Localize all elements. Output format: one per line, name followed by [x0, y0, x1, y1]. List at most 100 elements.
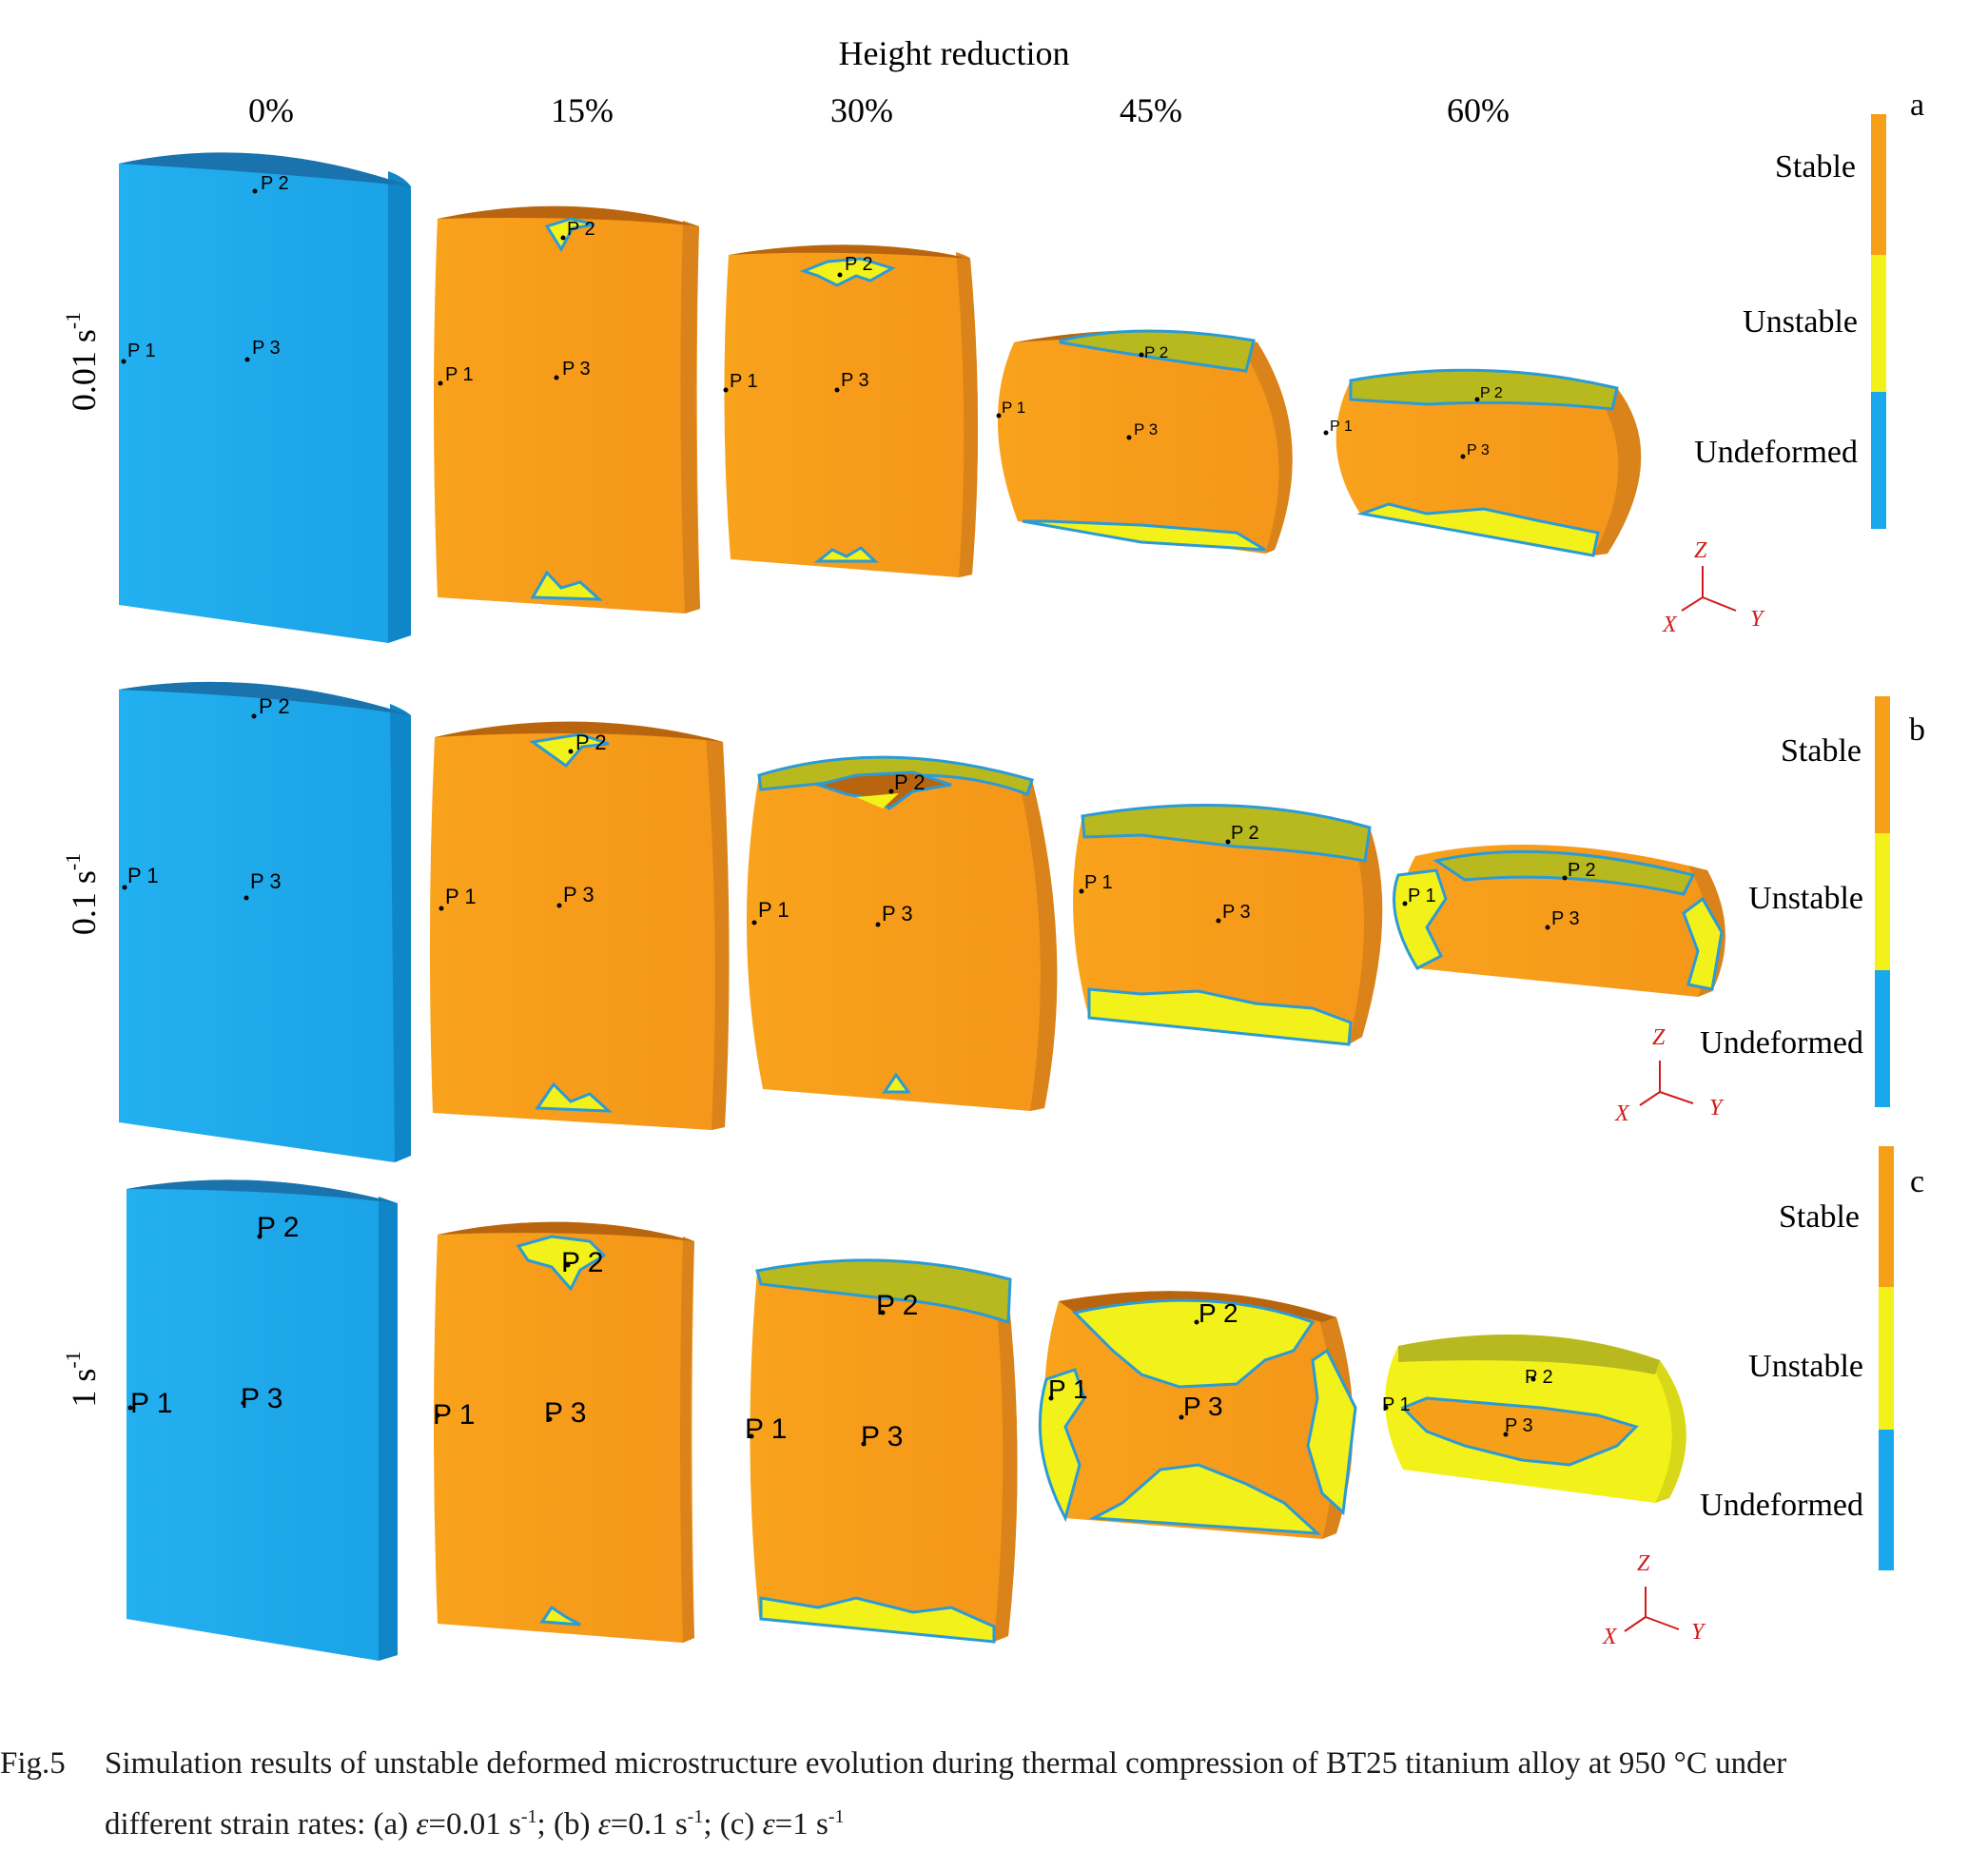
- point-label-p2: P 2: [575, 731, 607, 754]
- point-label-p3: P 3: [1134, 420, 1158, 438]
- point-label-p1: P 1: [1002, 399, 1025, 417]
- specimen-row-a: P 2 P 1 P 3 P 2 P 1 P 3: [119, 152, 1642, 643]
- legend-undeformed-label: Undeformed: [1694, 435, 1858, 470]
- point-label-p1: P 1: [1084, 872, 1113, 893]
- specimen-b-15: P 2 P 1 P 3: [429, 721, 730, 1130]
- legend-stable-label: Stable: [1781, 733, 1861, 769]
- point-label-p2: P 2: [1199, 1298, 1238, 1328]
- point-label-p3: P 3: [861, 1421, 904, 1452]
- legend-unstable-label: Unstable: [1748, 1349, 1863, 1384]
- axis-label-z: Z: [1652, 1025, 1666, 1050]
- axis-triad-c: [1624, 1587, 1680, 1632]
- axis-label-z: Z: [1637, 1551, 1650, 1576]
- axis-label-x: X: [1614, 1101, 1630, 1126]
- specimen-b-30: P 2 P 1 P 3: [746, 755, 1058, 1111]
- axis-label-x: X: [1662, 613, 1678, 637]
- svg-text:1 s-1: 1 s-1: [61, 1351, 103, 1407]
- caption-line-1: Fig.5 Simulation results of unstable defo…: [0, 1737, 1988, 1790]
- point-label-p1: P 1: [130, 1388, 173, 1419]
- point-label-p1: P 1: [1048, 1374, 1088, 1404]
- point-label-p2: P 2: [894, 770, 926, 794]
- specimen-b-45: P 2 P 1 P 3: [1073, 804, 1383, 1046]
- point-label-p1: P 1: [127, 341, 156, 361]
- legend-undeformed-label: Undeformed: [1700, 1025, 1863, 1061]
- column-label-0: 0%: [248, 91, 294, 129]
- svg-text:0.01 s-1: 0.01 s-1: [61, 312, 103, 411]
- legend-unstable-label: Unstable: [1743, 304, 1858, 340]
- column-label-30: 30%: [830, 91, 893, 129]
- point-label-p1: P 1: [1408, 886, 1436, 906]
- point-label-p1: P 1: [445, 364, 474, 385]
- legend-b: Stable Unstable Undeformed b: [1700, 696, 1925, 1107]
- point-label-p3: P 3: [562, 359, 591, 380]
- specimen-row-b: P 2 P 1 P 3 P 2 P 1 P 3 P: [119, 681, 1725, 1162]
- column-label-15: 15%: [551, 91, 614, 129]
- point-label-p3: P 3: [1183, 1392, 1223, 1421]
- row-label-a: 0.01 s-1: [61, 312, 103, 411]
- caption-line-2: different strain rates: (a) ε=0.01 s-1; …: [105, 1806, 845, 1841]
- point-label-p2: P 2: [1568, 860, 1596, 881]
- axis-label-y: Y: [1750, 607, 1765, 632]
- specimen-row-c: P 2 P 1 P 3 P 2 P 1 P 3 P 2: [127, 1179, 1686, 1661]
- point-label-p3: P 3: [563, 883, 594, 906]
- point-label-p3: P 3: [1551, 908, 1580, 929]
- panel-label-c: c: [1910, 1164, 1924, 1199]
- point-label-p1: P 1: [445, 885, 477, 908]
- point-label-p3: P 3: [544, 1397, 587, 1429]
- specimen-c-30: P 2 P 1 P 3: [745, 1258, 1018, 1644]
- axis-label-y: Y: [1691, 1620, 1706, 1645]
- legend-undeformed-label: Undeformed: [1700, 1488, 1863, 1523]
- point-label-p2: P 2: [257, 1212, 300, 1243]
- specimen-a-0: P 2 P 1 P 3: [119, 152, 411, 643]
- specimen-c-0: P 2 P 1 P 3: [127, 1179, 398, 1661]
- legend-c: Stable Unstable Undeformed c: [1700, 1146, 1924, 1570]
- point-label-p3: P 3: [252, 338, 281, 359]
- specimen-c-60: P 2 P 1 P 3: [1382, 1335, 1686, 1503]
- row-label-b: 0.1 s-1: [61, 853, 103, 935]
- legend-a: Stable Unstable Undeformed a: [1694, 88, 1924, 529]
- point-label-p3: P 3: [1222, 902, 1251, 923]
- point-label-p3: P 3: [241, 1383, 283, 1414]
- column-label-45: 45%: [1120, 91, 1182, 129]
- header-title: Height reduction: [839, 34, 1070, 72]
- point-label-p2: P 2: [1480, 385, 1503, 401]
- point-label-p2: P 2: [561, 1247, 604, 1278]
- axis-triad-a: [1681, 566, 1737, 612]
- point-label-p3: P 3: [1505, 1415, 1533, 1436]
- specimen-c-45: P 2 P 1 P 3: [1038, 1291, 1357, 1539]
- point-label-p3: P 3: [841, 370, 869, 391]
- specimen-c-15: P 2 P 1 P 3: [433, 1221, 694, 1643]
- specimen-b-60: P 2 P 1 P 3: [1393, 845, 1725, 997]
- point-label-p1: P 1: [730, 371, 758, 392]
- point-label-p1: P 1: [745, 1413, 788, 1445]
- legend-unstable-label: Unstable: [1748, 881, 1863, 916]
- point-label-p2: P 2: [845, 254, 873, 275]
- specimen-a-15: P 2 P 1 P 3: [434, 205, 700, 614]
- point-label-p1: P 1: [127, 864, 159, 887]
- point-label-p1: P 1: [433, 1399, 476, 1431]
- point-label-p1: P 1: [758, 898, 789, 922]
- point-label-p2: P 2: [567, 219, 595, 240]
- specimen-a-45: P 2 P 1 P 3: [996, 329, 1293, 554]
- figure-caption: Fig.5 Simulation results of unstable defo…: [0, 1737, 1988, 1851]
- axis-triad-b: [1639, 1061, 1694, 1106]
- caption-label: Fig.5: [0, 1746, 66, 1781]
- column-label-60: 60%: [1447, 91, 1510, 129]
- point-label-p3: P 3: [250, 869, 282, 893]
- point-label-p2: P 2: [876, 1290, 919, 1321]
- svg-text:0.1 s-1: 0.1 s-1: [61, 853, 103, 935]
- specimen-a-30: P 2 P 1 P 3: [723, 244, 979, 577]
- legend-stable-label: Stable: [1775, 149, 1856, 185]
- point-label-p2: P 2: [259, 694, 290, 718]
- point-label-p3: P 3: [882, 902, 913, 926]
- specimen-b-0: P 2 P 1 P 3: [119, 681, 411, 1162]
- point-label-p2: P 2: [261, 173, 289, 194]
- axis-label-z: Z: [1694, 538, 1707, 563]
- specimen-a-60: P 2 P 1 P 3: [1323, 368, 1642, 557]
- figure-panel: Height reduction 0% 15% 30% 45% 60% 0.01…: [61, 34, 1925, 1661]
- legend-stable-label: Stable: [1779, 1199, 1860, 1235]
- row-label-c: 1 s-1: [61, 1351, 103, 1407]
- caption-text-1: Simulation results of unstable deformed …: [105, 1746, 1787, 1781]
- point-label-p2: P 2: [1144, 343, 1168, 361]
- axis-label-x: X: [1602, 1625, 1618, 1649]
